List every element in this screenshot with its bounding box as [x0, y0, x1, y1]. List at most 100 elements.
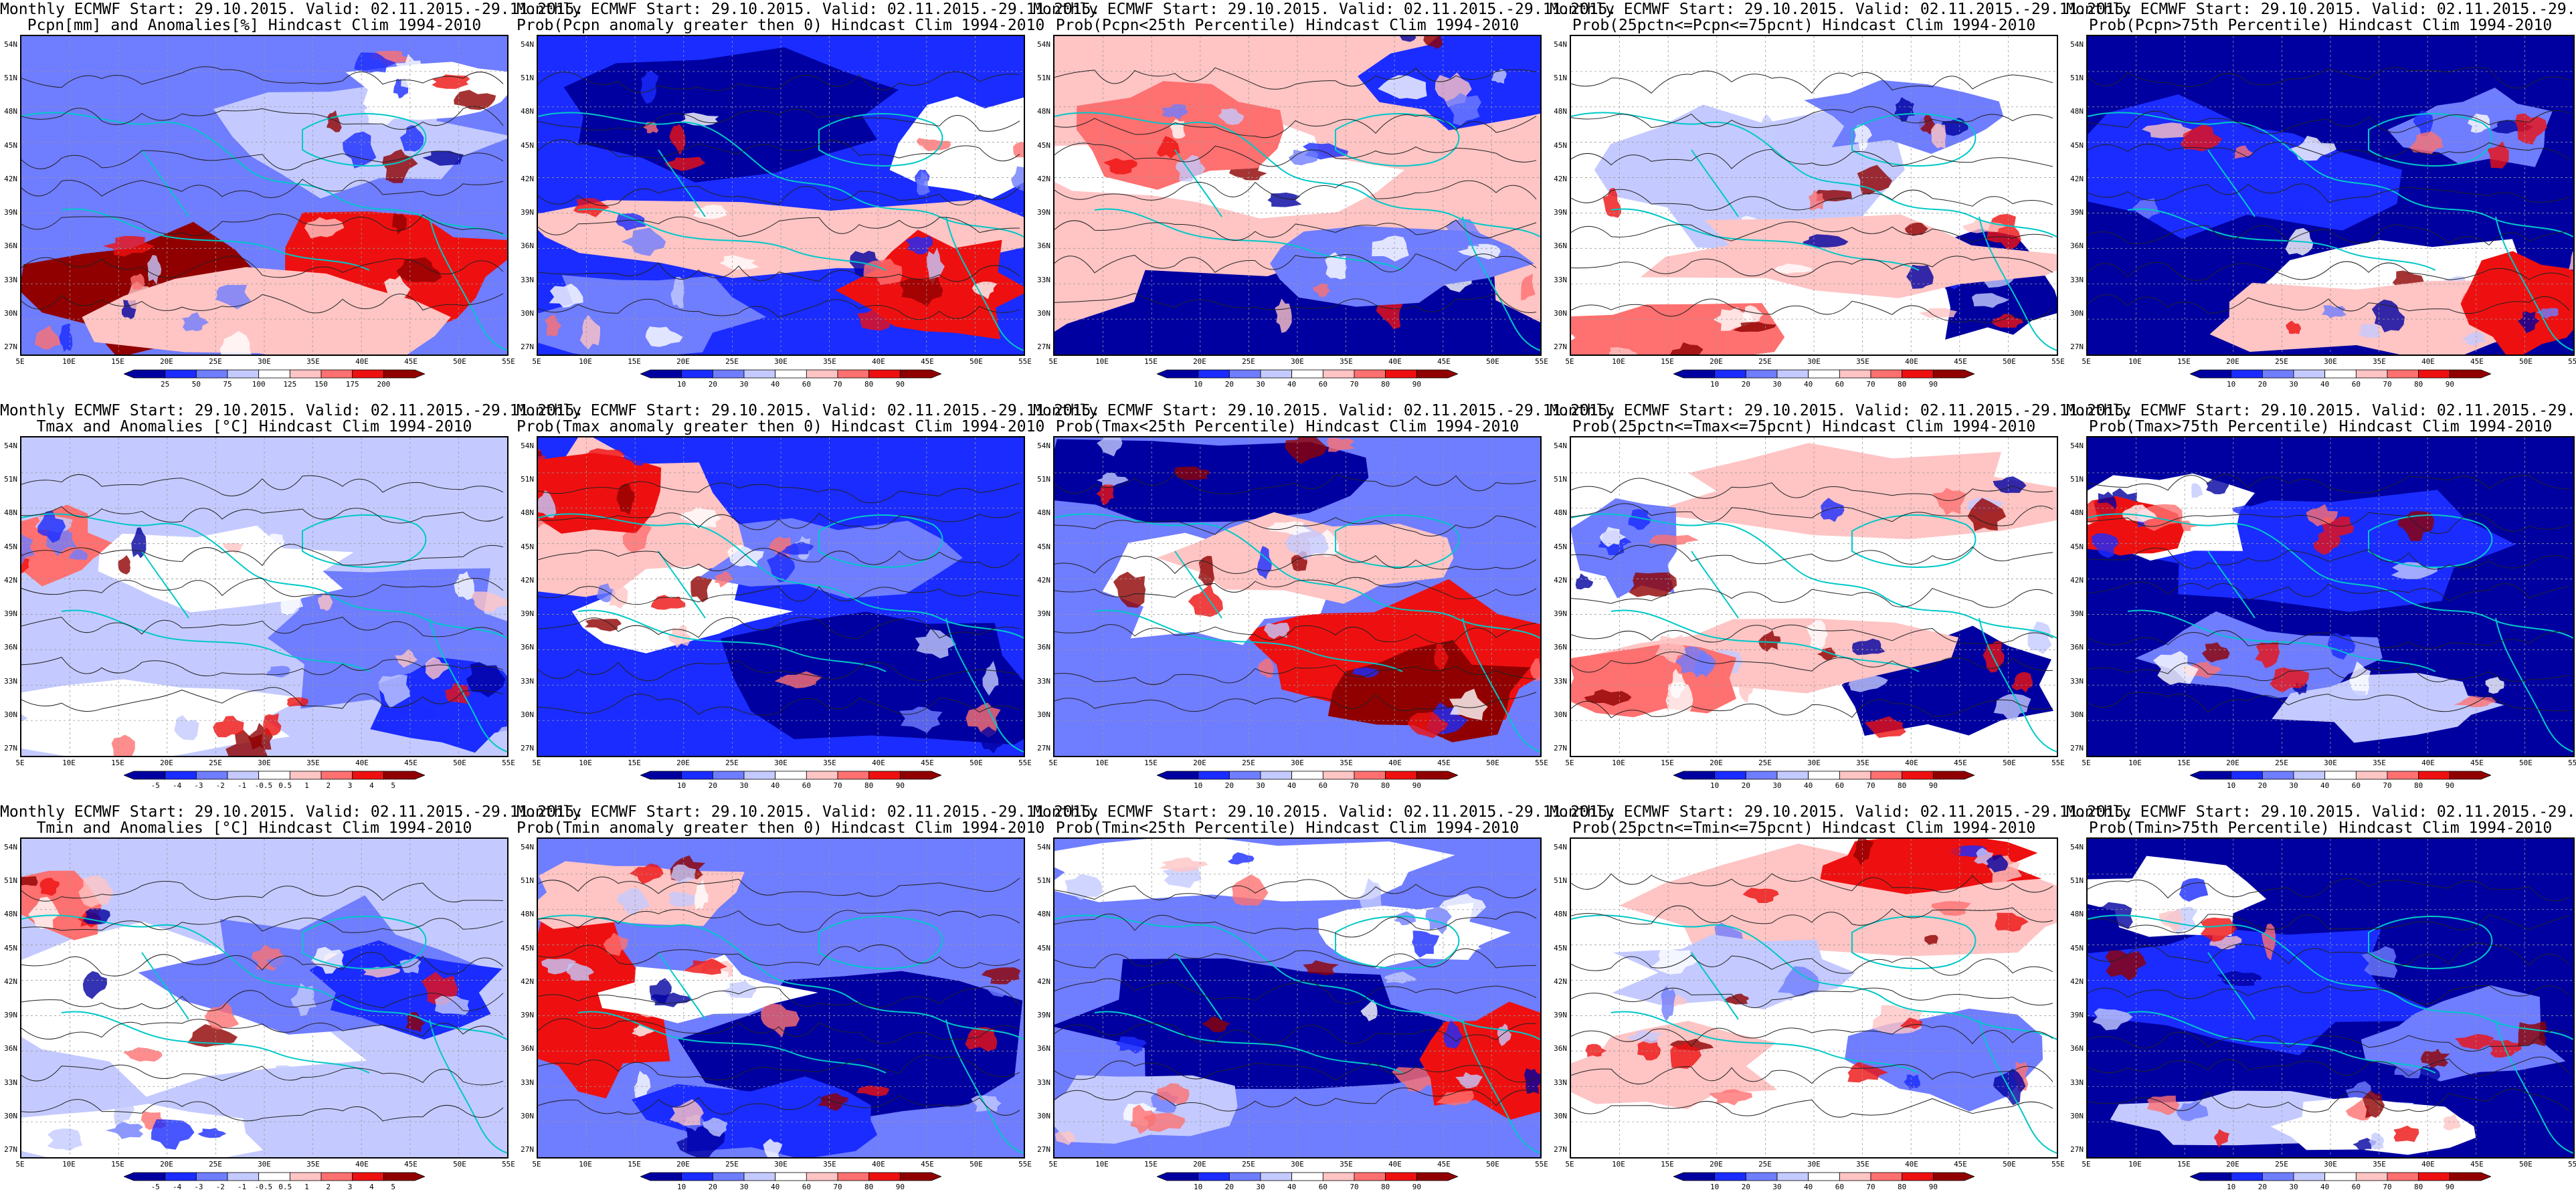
coastline	[945, 216, 1024, 351]
colorbar-label: 90	[2445, 781, 2454, 790]
panel-title-line1: Monthly ECMWF Start: 29.10.2015. Valid: …	[517, 803, 1101, 821]
colorbar-segment	[1416, 1172, 1458, 1181]
coastline	[1611, 1011, 1920, 1074]
colorbar-label: 90	[2445, 380, 2454, 389]
anomaly-region	[2460, 251, 2573, 355]
colorbar-segment	[1354, 771, 1386, 780]
colorbar-segment	[640, 369, 682, 379]
speckle	[2454, 696, 2496, 708]
latitude-label: 54N	[2070, 441, 2084, 450]
latitude-label: 51N	[1037, 475, 1050, 484]
contour-line	[1571, 987, 2053, 1009]
coastline	[1851, 916, 1976, 969]
speckle	[1313, 284, 1331, 297]
coastline	[1462, 617, 1540, 752]
colorbar-segment	[806, 1172, 838, 1181]
latitude-label: 48N	[2070, 107, 2084, 116]
speckle	[1806, 619, 1829, 650]
colorbar-segment	[2262, 369, 2294, 379]
colorbar-label: -3	[194, 781, 203, 790]
colorbar-segment	[227, 771, 260, 780]
latitude-label: 48N	[1554, 508, 1567, 518]
colorbar-segment	[195, 369, 228, 379]
colorbar-segment	[1157, 771, 1199, 780]
speckle	[1993, 476, 2027, 494]
colorbar-segment	[712, 1172, 745, 1181]
speckle	[1637, 1039, 1661, 1061]
colorbar-label: 10	[1194, 1183, 1203, 1191]
longitude-label: 30E	[774, 357, 788, 366]
map-frame	[1053, 35, 1542, 356]
latitude-label: 39N	[2070, 1011, 2084, 1020]
coastline	[1611, 609, 1920, 672]
colorbar-segment	[775, 369, 807, 379]
speckle	[1103, 158, 1137, 175]
colorbar-label: 90	[2445, 1183, 2454, 1191]
speckle	[1904, 1074, 1920, 1090]
longitude-label: 20E	[160, 357, 173, 366]
speckle	[378, 674, 410, 708]
colorbar-label: 10	[2227, 781, 2236, 790]
latitude-label: 51N	[521, 876, 534, 886]
map-frame	[1053, 837, 1542, 1159]
speckle	[915, 629, 956, 659]
colorbar-segment	[352, 771, 384, 780]
speckle	[584, 619, 622, 631]
colorbar-label: -5	[151, 781, 160, 790]
longitude-label: 5E	[2082, 759, 2091, 767]
coastline	[1462, 1019, 1540, 1154]
speckle	[538, 450, 542, 457]
longitude-label: 25E	[1242, 759, 1255, 767]
latitude-label: 36N	[1554, 643, 1567, 652]
speckle	[1602, 187, 1622, 218]
longitude-label: 5E	[2082, 357, 2091, 366]
latitude-label: 39N	[4, 208, 17, 217]
colorbar-label: 60	[1318, 1183, 1327, 1191]
contour-line	[2088, 942, 2570, 966]
colorbar-label: 90	[1928, 380, 1938, 389]
anomaly-region	[538, 883, 670, 1099]
speckle	[1264, 623, 1290, 639]
colorbar-segment	[1839, 771, 1871, 780]
colorbar-segment	[227, 1172, 260, 1181]
anomaly-region	[21, 679, 305, 756]
coastline	[658, 550, 706, 619]
colorbar	[1157, 771, 1458, 780]
speckle	[1162, 866, 1202, 888]
longitude-label: 40E	[2421, 357, 2435, 366]
forecast-panel: Monthly ECMWF Start: 29.10.2015. Valid: …	[517, 0, 1100, 401]
speckle	[2420, 1049, 2450, 1070]
panel-title-line2: Prob(25pctn<=Tmax<=75pcnt) Hindcast Clim…	[1572, 418, 2036, 435]
longitude-label: 5E	[15, 759, 25, 767]
colorbar-segment	[124, 771, 166, 780]
speckle	[1303, 960, 1340, 976]
longitude-label: 40E	[872, 759, 885, 767]
contour-line	[538, 139, 1020, 162]
colorbar-segment	[775, 771, 807, 780]
contour-line	[538, 512, 1020, 530]
latitude-label: 30N	[1554, 1111, 1567, 1120]
speckle	[1326, 437, 1355, 452]
contour-line	[1571, 503, 2053, 526]
colorbar-segment	[1870, 1172, 1903, 1181]
latitude-label: 36N	[521, 643, 534, 652]
speckle	[403, 706, 437, 721]
colorbar-label: 90	[1412, 781, 1421, 790]
colorbar-segment	[258, 1172, 290, 1181]
speckle	[668, 891, 696, 907]
longitude-label: 40E	[1388, 357, 1402, 366]
colorbar-segment	[2418, 369, 2450, 379]
contour-line	[21, 1099, 504, 1122]
longitude-label: 45E	[921, 357, 934, 366]
longitude-label: 30E	[2324, 759, 2337, 767]
colorbar-label: 90	[1412, 1183, 1421, 1191]
speckle	[693, 205, 728, 219]
colorbar-segment	[1291, 771, 1323, 780]
colorbar-label: 70	[833, 1183, 842, 1191]
longitude-label: 10E	[579, 1160, 592, 1169]
contour-line	[538, 1018, 1020, 1044]
longitude-label: 45E	[1954, 1160, 1967, 1169]
latitude-label: 33N	[2070, 676, 2084, 686]
colorbar-segment	[1157, 369, 1199, 379]
latitude-label: 51N	[521, 475, 534, 484]
